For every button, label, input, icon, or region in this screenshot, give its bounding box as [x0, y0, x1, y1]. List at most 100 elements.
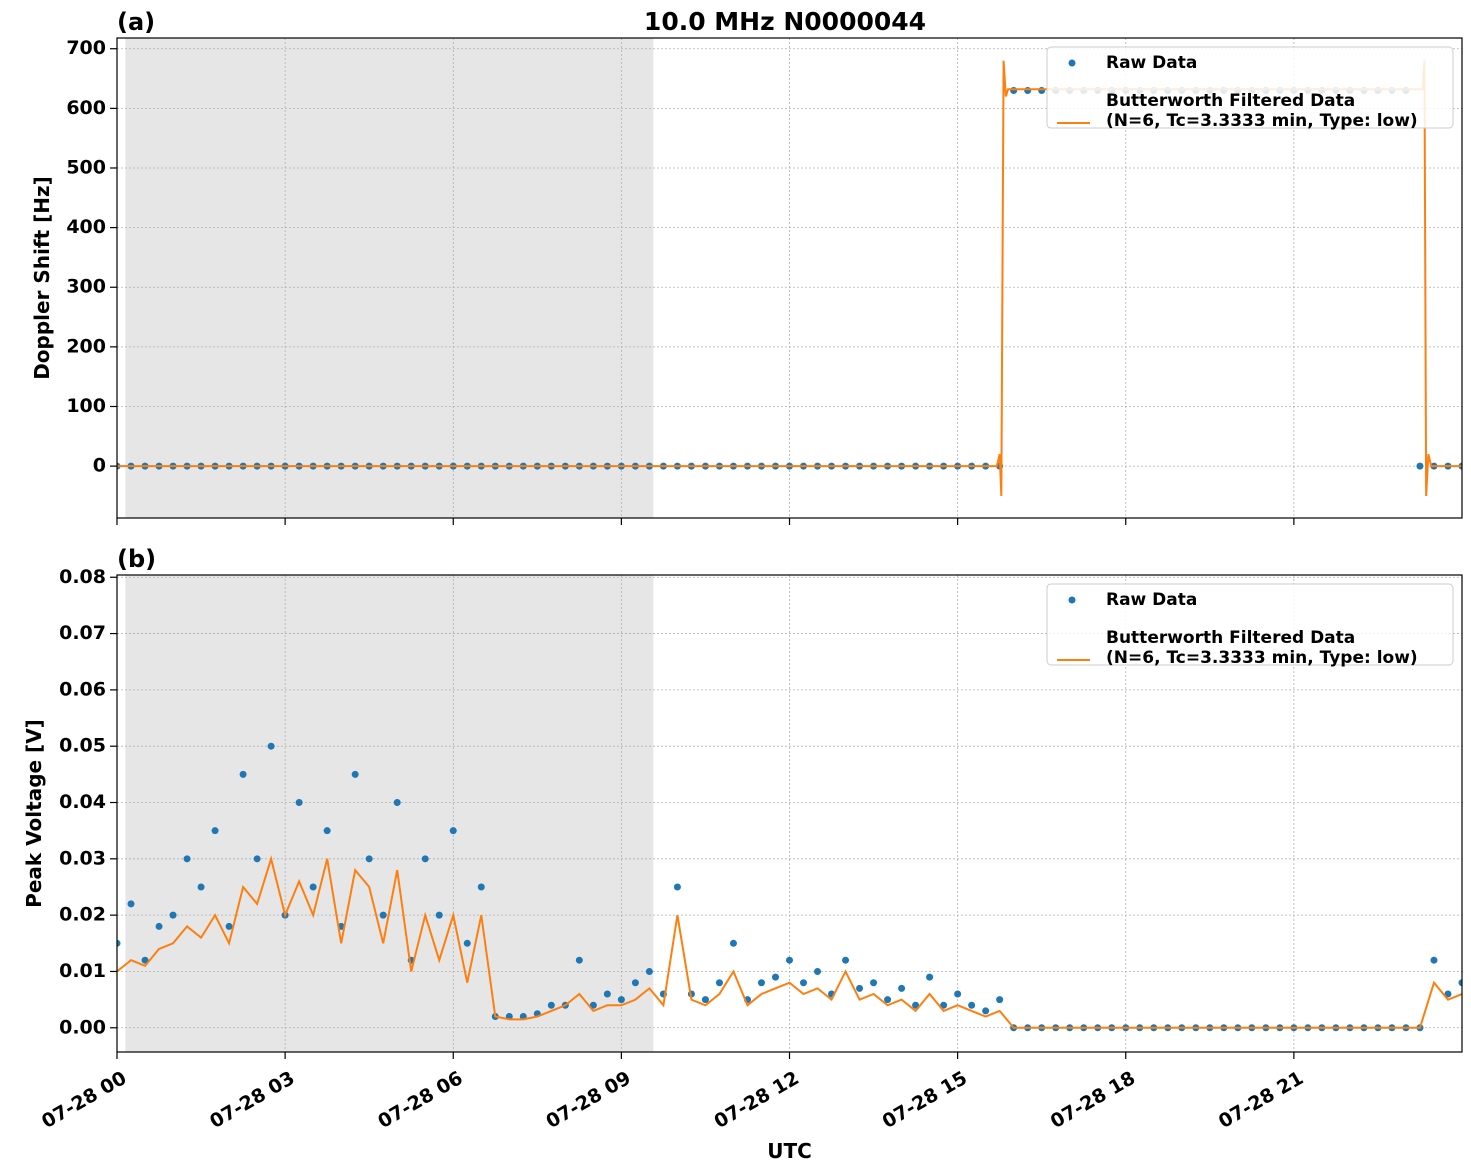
raw-point	[589, 1001, 597, 1009]
raw-point	[239, 770, 247, 778]
raw-point	[211, 827, 219, 835]
raw-point	[365, 855, 373, 863]
raw-point	[996, 996, 1004, 1004]
raw-point	[253, 855, 261, 863]
raw-point	[1430, 956, 1438, 964]
raw-point	[1010, 86, 1018, 94]
raw-point	[1024, 86, 1032, 94]
filtered-line	[117, 60, 1462, 496]
x-tick-label: 07-28 00	[38, 1067, 130, 1133]
x-tick-label: 07-28 06	[374, 1067, 466, 1133]
y-tick-label: 0.00	[59, 1016, 106, 1038]
x-tick-label: 07-28 18	[1047, 1067, 1139, 1133]
legend-box	[1046, 46, 1454, 129]
y-tick-label: 0.04	[59, 791, 106, 813]
legend-label: Raw Data	[1106, 590, 1197, 610]
raw-point	[351, 770, 359, 778]
raw-point	[800, 979, 808, 987]
y-tick-label: 0	[93, 455, 106, 477]
legend-label: Raw Data	[1106, 53, 1197, 73]
raw-point	[421, 855, 429, 863]
legend-line: Raw Data	[1106, 53, 1197, 73]
y-tick-label: 100	[66, 395, 106, 417]
raw-point	[463, 939, 471, 947]
raw-point	[1458, 979, 1462, 987]
raw-point	[197, 883, 205, 891]
raw-point	[1444, 990, 1452, 998]
y-tick-label: 700	[66, 37, 106, 59]
raw-point	[225, 922, 233, 930]
raw-point	[295, 799, 303, 807]
raw-point	[884, 996, 892, 1004]
x-tick-label: 07-28 21	[1215, 1067, 1307, 1133]
legend-marker	[1068, 59, 1076, 67]
x-tick-label: 07-28 09	[542, 1067, 634, 1133]
y-tick-label: 0.01	[59, 960, 106, 982]
y-tick-label: 0.07	[59, 622, 106, 644]
raw-point	[393, 799, 401, 807]
raw-point	[323, 827, 331, 835]
legend-line: (N=6, Tc=3.3333 min, Type: low)	[1106, 648, 1418, 668]
plot-frame	[116, 574, 1463, 1053]
raw-point	[617, 996, 625, 1004]
raw-point	[814, 967, 822, 975]
legend-marker	[1068, 596, 1076, 604]
raw-point	[169, 911, 177, 919]
filtered-line	[117, 855, 1462, 1029]
legend-box	[1046, 583, 1454, 666]
raw-point	[715, 979, 723, 987]
y-tick-label: 600	[66, 97, 106, 119]
raw-point	[117, 939, 121, 947]
raw-point	[603, 990, 611, 998]
raw-point	[449, 827, 457, 835]
raw-point	[183, 855, 191, 863]
y-tick-label: 0.06	[59, 678, 106, 700]
raw-point	[842, 956, 850, 964]
night-shade	[125, 38, 654, 518]
raw-point	[926, 973, 934, 981]
x-axis-label: UTC	[767, 1139, 812, 1163]
y-tick-label: 200	[66, 335, 106, 357]
raw-point	[379, 911, 387, 919]
raw-point	[673, 883, 681, 891]
night-shade	[125, 575, 654, 1052]
y-axis-label: Peak Voltage [V]	[22, 719, 46, 908]
legend-line: Butterworth Filtered Data	[1106, 628, 1355, 648]
x-tick-label: 07-28 03	[206, 1067, 298, 1133]
raw-point	[982, 1007, 990, 1015]
raw-point	[547, 1001, 555, 1009]
legend-line: Butterworth Filtered Data	[1106, 91, 1355, 111]
raw-point	[645, 967, 653, 975]
raw-point	[968, 1001, 976, 1009]
chart-title: 10.0 MHz N0000044	[644, 7, 926, 36]
raw-point	[940, 1001, 948, 1009]
y-axis-label: Doppler Shift [Hz]	[30, 176, 54, 380]
raw-point	[729, 939, 737, 947]
y-tick-label: 500	[66, 156, 106, 178]
raw-point	[127, 900, 135, 908]
x-tick-label: 07-28 15	[879, 1067, 971, 1133]
legend-label: Butterworth Filtered Data (N=6, Tc=3.3333…	[1106, 91, 1418, 131]
y-tick-label: 0.03	[59, 847, 106, 869]
raw-point	[870, 979, 878, 987]
panel-label: (a)	[117, 8, 155, 36]
legend-line: Raw Data	[1106, 590, 1197, 610]
y-tick-label: 300	[66, 276, 106, 298]
raw-point	[309, 883, 317, 891]
y-tick-label: 0.05	[59, 735, 106, 757]
x-tick-label: 07-28 12	[711, 1067, 803, 1133]
raw-point	[856, 984, 864, 992]
raw-point	[435, 911, 443, 919]
raw-point	[631, 979, 639, 987]
raw-point	[477, 883, 485, 891]
raw-point	[954, 990, 962, 998]
raw-point	[912, 1001, 920, 1009]
raw-point	[757, 979, 765, 987]
raw-point	[267, 742, 275, 750]
y-tick-label: 400	[66, 216, 106, 238]
y-tick-label: 0.02	[59, 904, 106, 926]
raw-point	[575, 956, 583, 964]
raw-point	[786, 956, 793, 964]
raw-point	[771, 973, 779, 981]
